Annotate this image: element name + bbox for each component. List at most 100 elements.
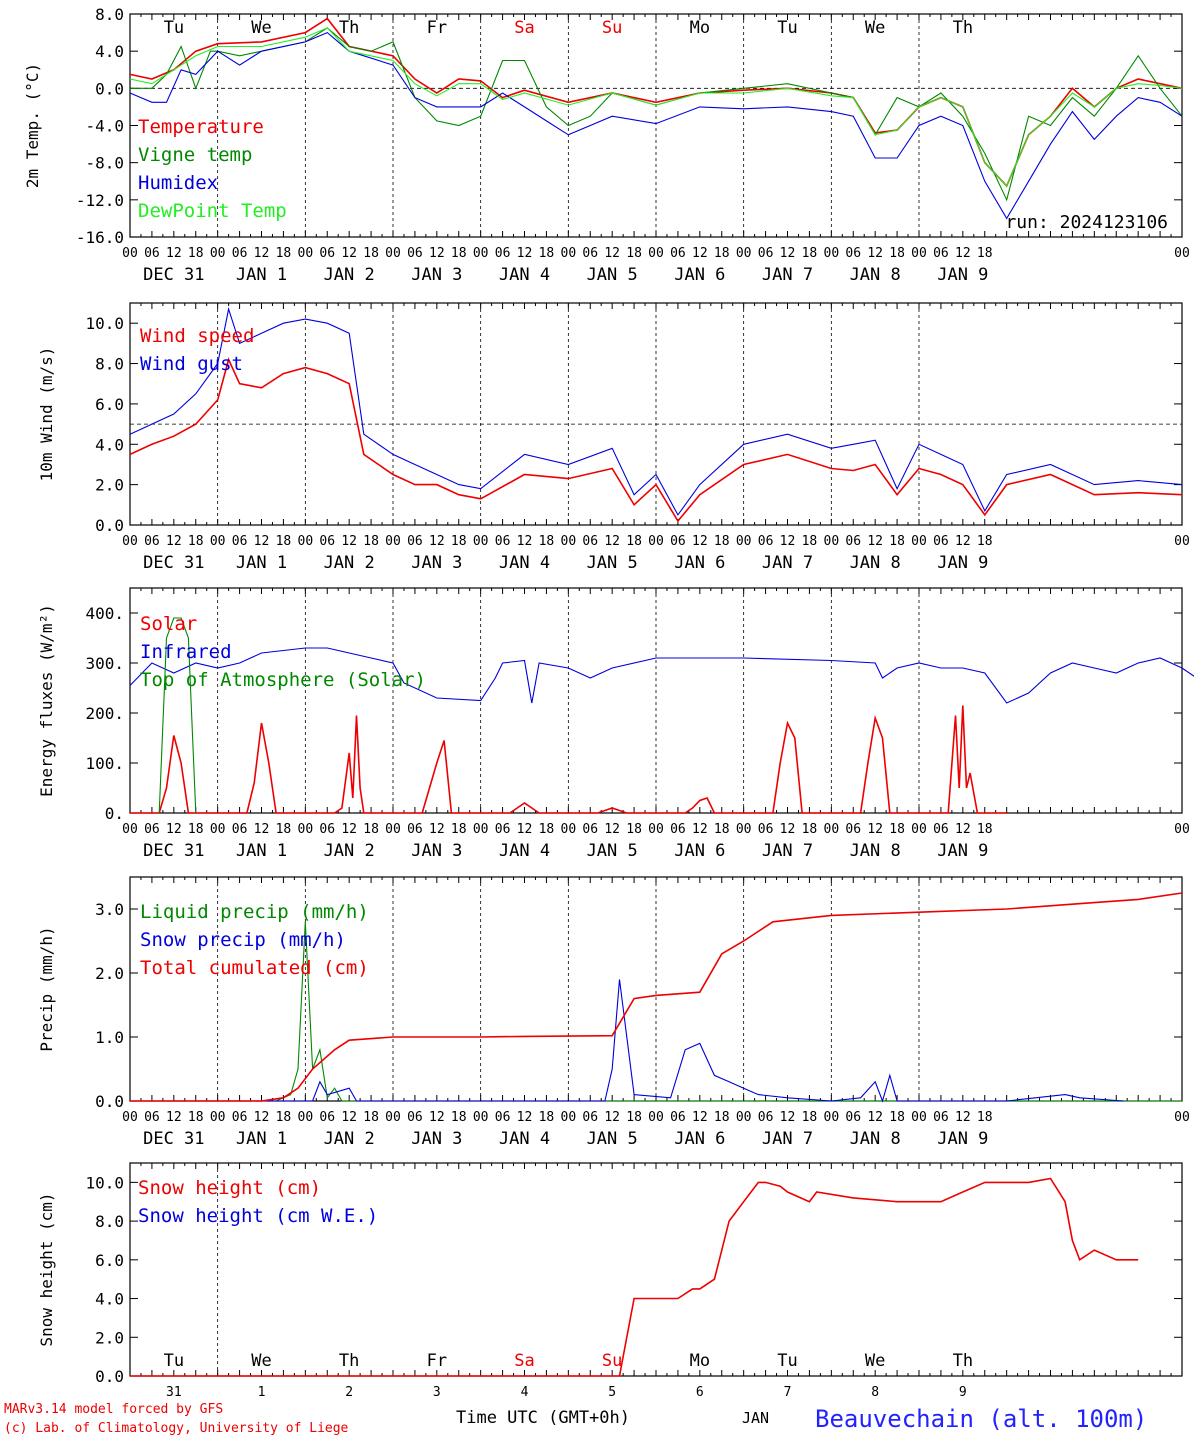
hour-label: 18 bbox=[276, 1110, 292, 1125]
y-tick-label: 3.0 bbox=[95, 900, 124, 919]
hour-label: 12 bbox=[166, 1110, 182, 1125]
hour-label: 12 bbox=[429, 534, 445, 549]
hour-label: 06 bbox=[407, 534, 423, 549]
panel-2: 10.0 8.0 6.0 4.0 2.0 0.0 10m Wind (m/s) Wind sp… bbox=[37, 302, 1190, 573]
forecast-panels: 8.0 4.0 0.0 -4.0 -8.0 -12.0 -16.0 2m Temp. (°C)… bbox=[23, 5, 1194, 1400]
hour-label: 00 bbox=[911, 822, 927, 837]
hour-label: 06 bbox=[495, 1110, 511, 1125]
time-axis-label: Time UTC (GMT+0h) bbox=[456, 1408, 630, 1428]
hour-label: 06 bbox=[933, 1110, 949, 1125]
hour-label: 12 bbox=[517, 822, 533, 837]
legend-entry: Solar bbox=[140, 613, 197, 635]
weekday-label: Su bbox=[602, 18, 622, 38]
hour-label: 00 bbox=[561, 1110, 577, 1125]
y-tick-label: -12.0 bbox=[76, 191, 124, 210]
hour-label: 06 bbox=[232, 246, 248, 261]
hour-label: 12 bbox=[604, 1110, 620, 1125]
weekday-label: Tu bbox=[164, 1351, 184, 1371]
y-tick-label: 4.0 bbox=[95, 1290, 124, 1309]
date-label: JAN 3 bbox=[411, 265, 462, 285]
y-tick-label: 0.0 bbox=[95, 1367, 124, 1386]
y-tick-label: 1.0 bbox=[95, 1028, 124, 1047]
date-label: DEC 31 bbox=[143, 1129, 204, 1149]
hour-label: 06 bbox=[582, 534, 598, 549]
hour-label: 06 bbox=[319, 1110, 335, 1125]
panel-1: 8.0 4.0 0.0 -4.0 -8.0 -12.0 -16.0 2m Temp. (°C)… bbox=[23, 5, 1190, 285]
hour-label: 06 bbox=[670, 822, 686, 837]
hour-label: 12 bbox=[780, 534, 796, 549]
date-label: JAN 8 bbox=[850, 1129, 901, 1149]
hour-label: 00 bbox=[385, 246, 401, 261]
hour-label: 12 bbox=[254, 246, 270, 261]
hour-label: 12 bbox=[517, 246, 533, 261]
date-label: JAN 7 bbox=[762, 265, 813, 285]
legend-entry: Liquid precip (mm/h) bbox=[140, 901, 369, 923]
hour-label: 06 bbox=[319, 246, 335, 261]
hour-label: 00 bbox=[911, 1110, 927, 1125]
hour-label: 06 bbox=[933, 822, 949, 837]
hour-label: 00 bbox=[122, 246, 138, 261]
weekday-label: We bbox=[251, 1351, 271, 1371]
hour-label: 18 bbox=[977, 246, 993, 261]
hour-label: 18 bbox=[626, 534, 642, 549]
y-axis-label: 2m Temp. (°C) bbox=[23, 63, 42, 188]
hour-label: 18 bbox=[451, 822, 467, 837]
hour-label: 12 bbox=[692, 534, 708, 549]
hour-label: 18 bbox=[363, 822, 379, 837]
date-label: JAN 1 bbox=[236, 841, 287, 861]
hour-label: 18 bbox=[889, 822, 905, 837]
hour-label: 12 bbox=[780, 822, 796, 837]
hour-label: 06 bbox=[407, 1110, 423, 1125]
hour-label: 00 bbox=[385, 534, 401, 549]
legend-entry: Snow height (cm) bbox=[138, 1177, 321, 1199]
y-axis-label: 10m Wind (m/s) bbox=[37, 347, 56, 482]
date-label: JAN 1 bbox=[236, 553, 287, 573]
hour-label: 12 bbox=[166, 822, 182, 837]
hour-label: 18 bbox=[363, 534, 379, 549]
day-number-label: 2 bbox=[345, 1385, 353, 1400]
hour-label: 00 bbox=[122, 1110, 138, 1125]
hour-label: 18 bbox=[626, 246, 642, 261]
series-line bbox=[130, 705, 1007, 814]
hour-label: 06 bbox=[845, 246, 861, 261]
series-line bbox=[130, 1177, 1139, 1377]
hour-label: 00 bbox=[648, 246, 664, 261]
hour-label: 18 bbox=[802, 534, 818, 549]
hour-label: 00 bbox=[736, 822, 752, 837]
hour-label: 12 bbox=[955, 1110, 971, 1125]
series-line bbox=[130, 892, 1183, 1102]
hour-label: 06 bbox=[319, 534, 335, 549]
y-tick-label: 400. bbox=[85, 604, 124, 623]
credit-line-2: (c) Lab. of Climatology, University of L… bbox=[4, 1421, 349, 1436]
date-label: JAN 6 bbox=[674, 1129, 725, 1149]
hour-label: 06 bbox=[232, 1110, 248, 1125]
legend-entry: Snow precip (mm/h) bbox=[140, 929, 346, 951]
hour-label: 18 bbox=[539, 822, 555, 837]
date-label: JAN 5 bbox=[587, 841, 638, 861]
hour-label: 18 bbox=[539, 1110, 555, 1125]
day-number-label: 9 bbox=[959, 1385, 967, 1400]
date-label: JAN 5 bbox=[587, 265, 638, 285]
hour-label: 18 bbox=[188, 246, 204, 261]
hour-label: 12 bbox=[254, 1110, 270, 1125]
date-label: JAN 2 bbox=[324, 265, 375, 285]
month-label: JAN bbox=[742, 1409, 769, 1427]
hour-label: 18 bbox=[977, 534, 993, 549]
y-axis-label: Energy fluxes (W/m²) bbox=[37, 604, 56, 797]
panel-5: 10.0 8.0 6.0 4.0 2.0 0.0 Snow height (cm) Snow … bbox=[37, 1162, 1183, 1400]
hour-label: 06 bbox=[758, 1110, 774, 1125]
hour-label: 18 bbox=[539, 534, 555, 549]
hour-label: 18 bbox=[276, 246, 292, 261]
hour-label: 00 bbox=[561, 534, 577, 549]
date-label: JAN 1 bbox=[236, 1129, 287, 1149]
weekday-label: Tu bbox=[777, 18, 797, 38]
date-label: JAN 3 bbox=[411, 841, 462, 861]
hour-label: 06 bbox=[144, 1110, 160, 1125]
hour-label: 00 bbox=[736, 1110, 752, 1125]
hour-label: 00 bbox=[561, 822, 577, 837]
hour-label: 12 bbox=[955, 534, 971, 549]
hour-label: 00 bbox=[210, 822, 226, 837]
date-label: JAN 4 bbox=[499, 1129, 550, 1149]
y-tick-label: -8.0 bbox=[85, 154, 124, 173]
